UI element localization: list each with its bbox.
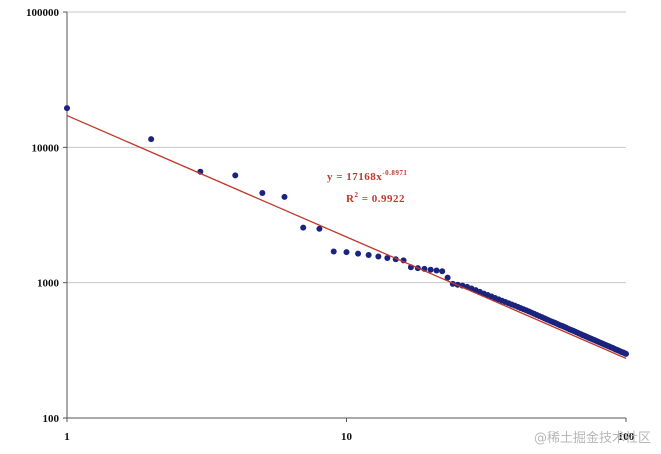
data-point	[623, 350, 629, 357]
data-point	[281, 193, 288, 200]
data-point	[375, 253, 382, 260]
data-point	[232, 172, 239, 179]
data-points	[64, 105, 629, 357]
data-point	[439, 268, 446, 275]
x-tick-label: 1	[64, 431, 70, 443]
gridlines	[67, 11, 626, 419]
data-point	[433, 267, 440, 274]
y-tick-label: 10000	[32, 142, 60, 154]
axes	[63, 11, 627, 422]
data-point	[427, 266, 434, 273]
data-point	[64, 105, 70, 112]
data-point	[444, 274, 451, 281]
data-point	[300, 224, 307, 231]
data-point	[384, 255, 391, 262]
y-tick-label: 1000	[37, 278, 60, 290]
y-tick-label: 100000	[26, 7, 60, 19]
x-tick-labels: 1 10 100	[64, 431, 635, 443]
data-point	[148, 136, 155, 143]
x-tick-label: 10	[341, 431, 353, 443]
trendline	[66, 114, 627, 359]
y-tick-labels: 100000 10000 1000 100	[26, 7, 60, 425]
data-point	[259, 189, 266, 196]
trendline-line	[66, 114, 627, 359]
data-point	[343, 249, 350, 256]
watermark: @稀土掘金技术社区	[533, 431, 651, 446]
data-point	[355, 250, 362, 257]
x-tick-label: 100	[618, 431, 635, 443]
data-point	[365, 252, 372, 259]
data-point	[330, 248, 337, 255]
data-point	[316, 225, 323, 232]
trendline-equation: y = 17168x-0.8971	[327, 169, 407, 183]
r-squared-label: R2 = 0.9922	[346, 191, 405, 205]
y-tick-label: 100	[43, 413, 60, 425]
